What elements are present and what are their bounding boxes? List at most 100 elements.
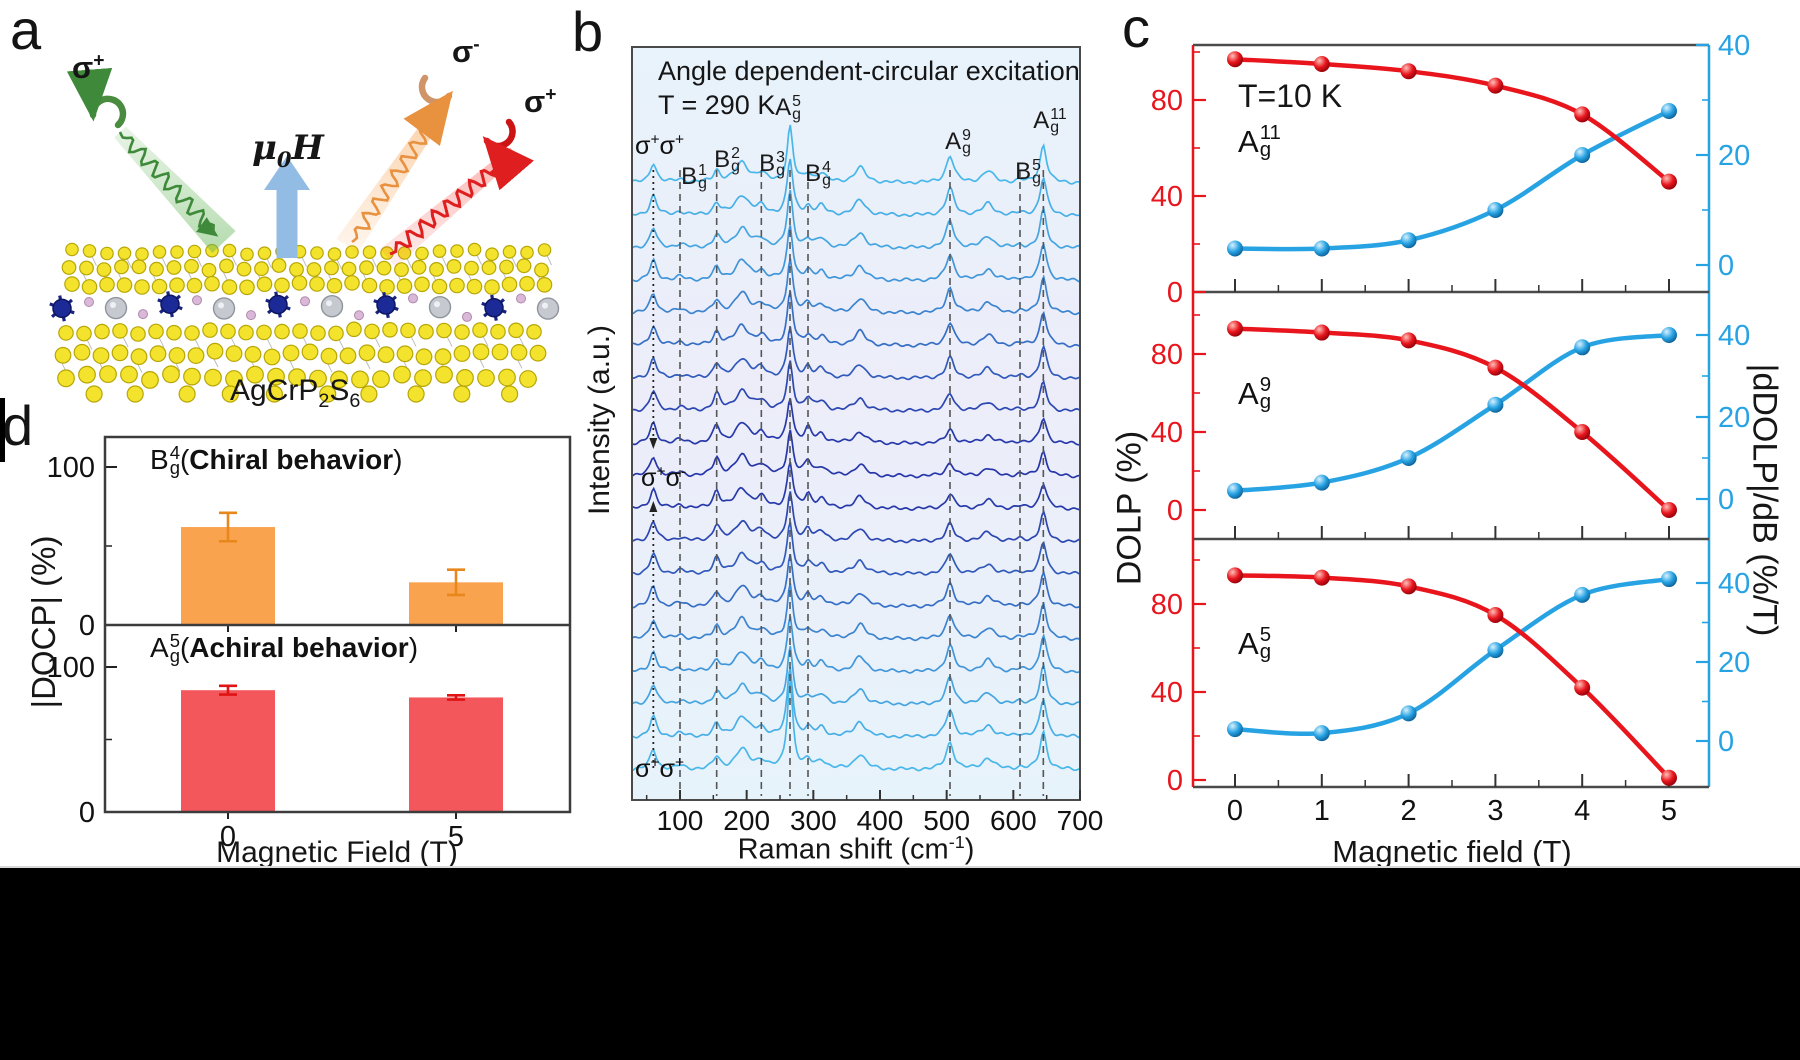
raman-spectrum-line bbox=[633, 225, 1079, 283]
atom-sulfur bbox=[291, 275, 308, 291]
atom-sulfur bbox=[288, 368, 306, 387]
atom-sulfur bbox=[484, 279, 500, 295]
atom-sulfur bbox=[481, 260, 497, 276]
data-point-marker-red bbox=[1400, 332, 1417, 349]
tick-label: 40 bbox=[1718, 320, 1750, 352]
raman-spectrum-line bbox=[633, 491, 1079, 544]
data-point-marker-red bbox=[1313, 324, 1330, 341]
docp-y-axis-label: |DOCP| (%) bbox=[25, 535, 62, 709]
atom-sulfur bbox=[327, 247, 342, 261]
atom-sulfur bbox=[112, 323, 128, 339]
atom-sulfur bbox=[414, 276, 430, 293]
atom-sulfur bbox=[382, 321, 398, 338]
data-point-marker-blue bbox=[1227, 482, 1243, 499]
atom-silver bbox=[104, 296, 128, 320]
raman-spectrum-line bbox=[633, 521, 1079, 576]
atom-sulfur bbox=[236, 261, 252, 277]
behavior-label-achiral: A 5 g (Achiral behavior) bbox=[150, 629, 419, 666]
atom-sulfur bbox=[377, 346, 395, 364]
tick-label: 40 bbox=[1718, 30, 1750, 62]
atom-sulfur bbox=[396, 278, 413, 294]
atom-sulfur bbox=[169, 277, 185, 293]
atom-sulfur bbox=[490, 323, 506, 340]
atom-sulfur bbox=[130, 348, 148, 366]
data-point-marker-blue bbox=[1487, 642, 1504, 659]
raman-spectrum-line bbox=[633, 680, 1079, 772]
atom-sulfur bbox=[498, 368, 516, 387]
atom-sulfur bbox=[178, 385, 196, 403]
tick-label: 0 bbox=[1227, 795, 1243, 827]
data-point-marker-blue bbox=[1400, 232, 1417, 249]
sigma-plus-scattered-label: σ+ bbox=[524, 84, 557, 119]
atom-sulfur bbox=[96, 262, 112, 278]
atom-sulfur bbox=[221, 385, 239, 403]
atom-sulfur bbox=[411, 259, 427, 275]
atom-sulfur bbox=[376, 260, 392, 276]
atom-sulfur bbox=[360, 385, 378, 403]
atom-sulfur bbox=[485, 247, 499, 261]
bar-5T bbox=[409, 697, 503, 812]
atom-chromium bbox=[373, 291, 399, 319]
atom-sulfur bbox=[301, 343, 319, 361]
atom-sulfur bbox=[64, 276, 80, 292]
atom-sulfur bbox=[414, 369, 432, 388]
data-point-marker-red bbox=[1487, 77, 1504, 94]
atom-sulfur bbox=[372, 370, 390, 389]
panel-label-a: a bbox=[10, 0, 42, 61]
raman-spectrum-line bbox=[633, 461, 1079, 511]
atom-sulfur bbox=[187, 347, 205, 365]
atom-sulfur bbox=[130, 326, 146, 342]
atom-sulfur bbox=[149, 261, 164, 277]
atom-sulfur bbox=[184, 325, 200, 341]
atom-sulfur bbox=[149, 345, 167, 363]
atom-sulfur bbox=[456, 369, 474, 387]
atom-sulfur bbox=[201, 262, 217, 278]
raman-spectrum-line bbox=[633, 326, 1079, 381]
atom-sulfur bbox=[361, 277, 378, 294]
atom-sulfur bbox=[501, 385, 519, 403]
atom-sulfur bbox=[396, 345, 414, 363]
atom-sulfur bbox=[117, 246, 132, 261]
atom-sulfur bbox=[431, 278, 448, 295]
raman-plot-border bbox=[631, 46, 1081, 801]
tick-label: 100 bbox=[657, 805, 704, 836]
atom-sulfur bbox=[309, 369, 327, 388]
atom-sulfur bbox=[429, 262, 444, 277]
atom-chromium bbox=[49, 295, 75, 322]
atom-sulfur bbox=[152, 245, 167, 259]
atom-sulfur bbox=[166, 324, 182, 341]
atom-sulfur bbox=[306, 262, 322, 277]
data-point-marker-red bbox=[1227, 567, 1243, 584]
data-point-marker-blue bbox=[1661, 327, 1677, 343]
docp-subplot-achiral: 0 100 bbox=[47, 652, 503, 829]
tick-label: 300 bbox=[790, 805, 837, 836]
atom-sulfur bbox=[415, 348, 433, 366]
raman-spectrum-line bbox=[633, 429, 1079, 479]
peak-label-A11: A 11 g bbox=[1033, 106, 1067, 136]
raman-spectrum-line bbox=[633, 583, 1079, 642]
atom-sulfur bbox=[400, 322, 416, 339]
data-point-marker-blue bbox=[1227, 721, 1243, 738]
atom-sulfur bbox=[206, 342, 224, 360]
atom-sulfur bbox=[449, 277, 465, 294]
tick-label: 3 bbox=[1487, 795, 1503, 827]
panel-label-d: d bbox=[2, 394, 34, 457]
atom-sulfur bbox=[274, 277, 290, 294]
atom-sulfur bbox=[135, 247, 149, 261]
atom-sulfur bbox=[519, 370, 537, 388]
atom-sulfur bbox=[151, 278, 168, 295]
data-point-marker-blue bbox=[1227, 240, 1243, 257]
tick-label: 0 bbox=[79, 610, 95, 642]
atom-sulfur bbox=[407, 385, 425, 403]
data-point-marker-red bbox=[1487, 607, 1504, 623]
atom-sulfur bbox=[310, 325, 326, 341]
raman-title: Angle dependent-circular excitation bbox=[658, 56, 1080, 86]
tick-label: 0 bbox=[220, 821, 236, 853]
tick-label: 0 bbox=[1718, 250, 1734, 282]
atom-sulfur bbox=[434, 348, 452, 366]
tick-label: 20 bbox=[1718, 140, 1750, 172]
tick-label: 100 bbox=[47, 652, 95, 684]
